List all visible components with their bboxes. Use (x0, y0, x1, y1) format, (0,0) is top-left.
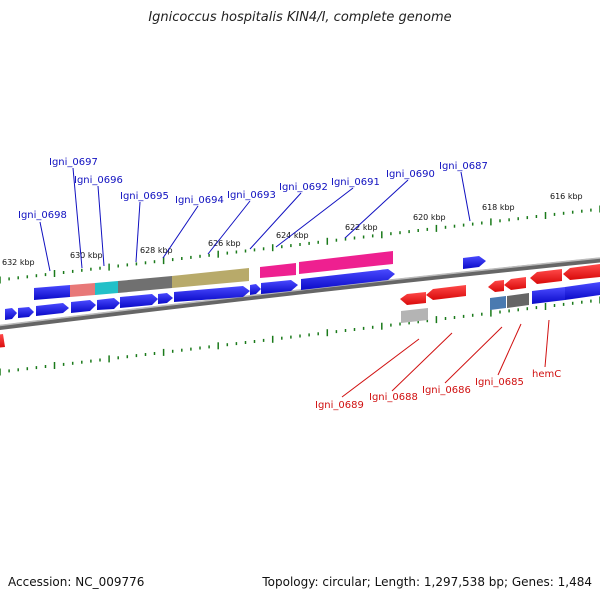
gene-label: Igni_0685 (475, 377, 524, 388)
gene-label: Igni_0688 (369, 392, 418, 403)
gene-arrow (0, 334, 5, 348)
gene-block (95, 281, 118, 295)
gene-arrow (120, 294, 158, 308)
gene-arrow (532, 287, 565, 304)
scale-ticks-reverse (0, 296, 600, 376)
gene-label: Igni_0689 (315, 400, 364, 411)
genome-summary-text: Topology: circular; Length: 1,297,538 bp… (262, 575, 592, 589)
gene-arrow (530, 269, 562, 284)
gene-arrow (504, 277, 526, 290)
scale-label: 616 kbp (550, 192, 583, 201)
gene-arrow (301, 269, 395, 290)
genome-backbone (0, 257, 600, 331)
gene-arrow (250, 284, 261, 295)
gene-arrow (36, 303, 69, 316)
gene-arrow (563, 264, 600, 280)
gene-label: Igni_0691 (331, 177, 380, 188)
gene-block (118, 276, 172, 293)
forward-genes-row1 (34, 251, 486, 300)
gene-label: Igni_0695 (120, 191, 169, 202)
scale-label: 620 kbp (413, 213, 446, 222)
gene-label: Igni_0696 (74, 175, 123, 186)
scale-label: 622 kbp (345, 223, 378, 232)
gene-block (490, 296, 506, 310)
gene-label: Igni_0694 (175, 195, 224, 206)
gene-arrow (400, 292, 426, 305)
gene-arrow (34, 285, 70, 300)
gene-label: Igni_0693 (227, 190, 276, 201)
gene-label: Igni_0687 (439, 161, 488, 172)
gene-block (260, 263, 296, 278)
gene-label: Igni_0686 (422, 385, 471, 396)
gene-block (401, 308, 428, 323)
gene-arrow (97, 298, 120, 310)
gene-label: Igni_0692 (279, 182, 328, 193)
map-title: Ignicoccus hospitalis KIN4/I, complete g… (148, 10, 452, 25)
forward-leader-lines (39, 167, 471, 272)
gene-arrow (426, 285, 466, 300)
gene-arrow (565, 282, 600, 300)
accession-text: Accession: NC_009776 (8, 575, 145, 589)
gene-arrow (463, 256, 486, 269)
scale-label: 624 kbp (276, 231, 309, 240)
forward-genes-row2 (5, 269, 600, 320)
gene-arrow (5, 308, 17, 320)
gene-label: Igni_0697 (49, 157, 98, 168)
gene-arrow (18, 307, 34, 318)
forward-gene-labels: Igni_0698 Igni_0697 Igni_0696 Igni_0695 … (18, 157, 488, 221)
gene-block (507, 293, 529, 308)
gene-label: Igni_0690 (386, 169, 435, 180)
scale-label: 628 kbp (140, 246, 173, 255)
gene-arrow (488, 280, 504, 292)
scale-label: 630 kbp (70, 251, 103, 260)
reverse-genes (0, 264, 600, 348)
gene-arrow (71, 300, 96, 313)
scale-label: 618 kbp (482, 203, 515, 212)
gene-arrow (174, 286, 250, 302)
gene-label: Igni_0698 (18, 210, 67, 221)
gene-block (299, 251, 393, 274)
gene-label: hemC (532, 369, 561, 380)
gene-block (172, 268, 249, 288)
scale-label: 626 kbp (208, 239, 241, 248)
gene-arrow (261, 280, 298, 294)
reverse-gene-labels: Igni_0689 Igni_0688 Igni_0686 Igni_0685 … (315, 369, 561, 411)
gene-block (70, 283, 95, 297)
scale-label: 632 kbp (2, 258, 35, 267)
gene-arrow (158, 293, 173, 304)
scale-ticks-forward (0, 205, 600, 284)
reverse-leader-lines (341, 319, 550, 398)
scale-labels: 632 kbp 630 kbp 628 kbp 626 kbp 624 kbp … (2, 192, 583, 267)
